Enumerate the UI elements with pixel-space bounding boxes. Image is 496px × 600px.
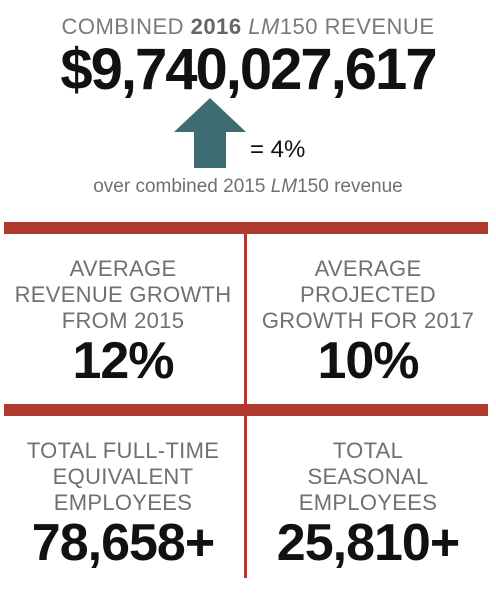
header-year: 2016	[190, 14, 242, 39]
stat-label-line: PROJECTED	[300, 282, 436, 307]
header-prefix: COMBINED	[61, 14, 191, 39]
comparison-note: over combined 2015 LM150 revenue	[0, 176, 496, 198]
stat-label-line: FROM 2015	[61, 308, 185, 333]
revenue-growth-percent: = 4%	[250, 136, 306, 163]
comparison-brand: LM	[270, 176, 298, 197]
top-divider-bar	[4, 222, 488, 234]
stat-label-line: SEASONAL	[307, 464, 429, 489]
stat-label-line: TOTAL FULL-TIME	[26, 438, 220, 463]
stat-total-seasonal-employees: TOTAL SEASONAL EMPLOYEES 25,810+	[249, 438, 487, 570]
stat-value: 12%	[72, 332, 174, 390]
header-brand: LM	[248, 14, 280, 39]
stat-label-line: REVENUE GROWTH	[14, 282, 232, 307]
stat-label-line: GROWTH FOR 2017	[261, 308, 475, 333]
middle-divider-bar	[4, 404, 488, 416]
stat-value: 25,810+	[276, 514, 460, 572]
stat-value: 10%	[317, 332, 419, 390]
up-arrow-icon	[174, 98, 246, 168]
stat-average-projected-growth: AVERAGE PROJECTED GROWTH FOR 2017 10%	[249, 256, 487, 388]
comparison-prefix: over combined 2015	[93, 176, 271, 197]
stat-label-line: EMPLOYEES	[53, 490, 193, 515]
total-revenue-value: $9,740,027,617	[60, 37, 437, 102]
stat-label-line: AVERAGE	[69, 256, 177, 281]
vertical-divider-bottom	[244, 416, 247, 578]
header-suffix: 150 REVENUE	[279, 14, 435, 39]
comparison-suffix: 150 revenue	[297, 176, 403, 197]
stat-average-revenue-growth: AVERAGE REVENUE GROWTH FROM 2015 12%	[4, 256, 242, 388]
stat-label-line: TOTAL	[332, 438, 404, 463]
stat-label-line: EQUIVALENT	[52, 464, 194, 489]
stat-value: 78,658+	[31, 514, 215, 572]
stat-label-line: AVERAGE	[314, 256, 422, 281]
vertical-divider-top	[244, 234, 247, 404]
header-title: COMBINED 2016 LM150 REVENUE	[0, 14, 496, 40]
stat-total-fte-employees: TOTAL FULL-TIME EQUIVALENT EMPLOYEES 78,…	[4, 438, 242, 570]
stat-label-line: EMPLOYEES	[298, 490, 438, 515]
